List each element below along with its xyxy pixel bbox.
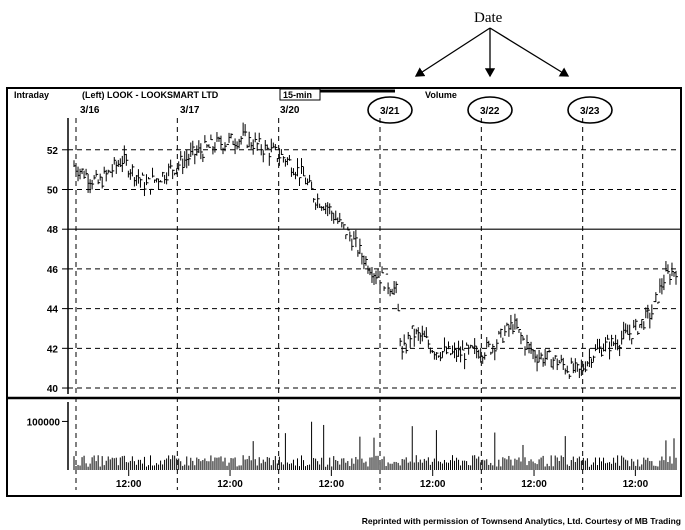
price-tick-label-48: 48 [47, 225, 59, 236]
x-tick-label: 12:00 [420, 479, 446, 490]
day-label-3-22: 3/22 [480, 106, 500, 117]
header-interval: 15-min [283, 90, 312, 100]
day-separators [75, 118, 584, 490]
day-label-3-21: 3/21 [380, 106, 400, 117]
header-left: Intraday [14, 90, 49, 100]
credit-line: Reprinted with permission of Townsend An… [362, 516, 681, 526]
header-right: Volume [425, 90, 457, 100]
price-tick-label-46: 46 [47, 265, 59, 276]
price-bars [73, 122, 678, 379]
x-tick-label: 12:00 [217, 479, 243, 490]
volume-tick: 100000 [27, 417, 68, 428]
volume-tick-label: 100000 [27, 417, 61, 428]
day-label-3-17: 3/17 [180, 105, 200, 116]
day-label-3-20: 3/20 [280, 105, 300, 116]
date-annotation: Date [474, 10, 503, 26]
chart-frame [6, 87, 682, 497]
volume-bars [73, 421, 677, 470]
circle-3-23 [567, 96, 613, 124]
interval-box [279, 88, 321, 101]
x-tick-label: 12:00 [521, 479, 547, 490]
price-gridlines [62, 149, 680, 389]
price-tick-label-42: 42 [47, 344, 59, 355]
price-tick-labels: 40 42 44 46 48 50 52 [47, 146, 59, 395]
arrow-to-3-21 [414, 27, 491, 77]
x-tick-label: 12:00 [116, 479, 142, 490]
circle-3-21 [367, 96, 413, 124]
price-tick-label-44: 44 [47, 305, 59, 316]
x-tick-label: 12:00 [623, 479, 649, 490]
date-arrows [414, 27, 570, 78]
arrow-to-3-23 [489, 27, 570, 77]
day-label-3-16: 3/16 [80, 105, 100, 116]
day-label-3-23: 3/23 [580, 106, 600, 117]
price-tick-label-40: 40 [47, 384, 59, 395]
x-tick-labels: 12:00 12:00 12:00 12:00 12:00 12:00 [116, 470, 649, 490]
header-instrument: (Left) LOOK - LOOKSMART LTD [82, 90, 219, 100]
x-tick-label: 12:00 [319, 479, 345, 490]
price-tick-label-50: 50 [47, 185, 59, 196]
price-tick-label-52: 52 [47, 146, 59, 157]
circle-3-22 [467, 96, 513, 124]
